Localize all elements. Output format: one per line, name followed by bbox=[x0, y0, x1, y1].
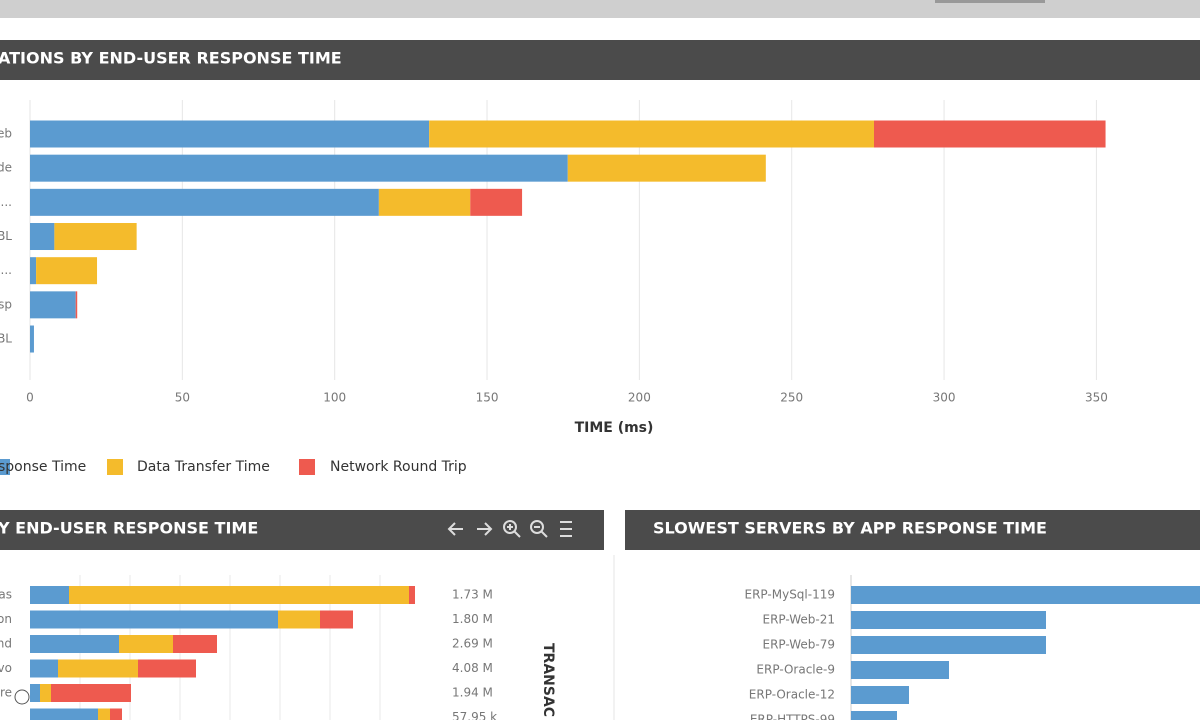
value-label: 57.95 k bbox=[452, 710, 497, 720]
value-label: 1.94 M bbox=[452, 686, 493, 700]
bar-segment bbox=[567, 154, 766, 182]
bar-segment bbox=[409, 586, 415, 604]
x-tick-label: 300 bbox=[933, 391, 956, 405]
bar-segment bbox=[119, 635, 173, 653]
legend-swatch bbox=[0, 459, 10, 475]
bar-segment bbox=[30, 610, 278, 629]
panel-header bbox=[0, 510, 604, 550]
bar-segment bbox=[110, 708, 122, 720]
legend-label: sponse Time bbox=[0, 459, 86, 475]
category-label: sp bbox=[0, 297, 12, 311]
bar-segment bbox=[320, 610, 353, 629]
info-icon[interactable] bbox=[14, 689, 30, 705]
zoom-in-icon[interactable] bbox=[503, 520, 521, 538]
panel-title: Y END-USER RESPONSE TIME bbox=[0, 519, 258, 538]
x-tick-label: 350 bbox=[1085, 391, 1108, 405]
category-label: as bbox=[0, 588, 12, 602]
bar-segment bbox=[58, 659, 138, 678]
bar-segment bbox=[30, 188, 379, 216]
bar-segment bbox=[138, 659, 196, 678]
legend-label: Data Transfer Time bbox=[137, 459, 270, 475]
bar bbox=[851, 636, 1046, 654]
bar bbox=[851, 711, 897, 720]
category-label: ... bbox=[1, 263, 12, 277]
value-label: 4.08 M bbox=[452, 661, 493, 675]
legend-swatch bbox=[299, 459, 315, 475]
top-bar bbox=[0, 0, 1200, 18]
category-label: ERP-HTTPS-99 bbox=[750, 713, 835, 720]
category-label: BL bbox=[0, 332, 12, 346]
bar-segment bbox=[470, 188, 523, 216]
category-label: BL bbox=[0, 229, 12, 243]
bar-segment bbox=[30, 120, 430, 148]
category-label: ERP-MySql-119 bbox=[745, 588, 835, 602]
x-tick-label: 200 bbox=[628, 391, 651, 405]
bar-segment bbox=[51, 684, 131, 702]
bar-segment bbox=[30, 708, 98, 720]
bar bbox=[851, 661, 949, 679]
category-label: ERP-Web-21 bbox=[763, 613, 836, 627]
bar-segment bbox=[873, 120, 1106, 148]
category-label: de bbox=[0, 161, 12, 175]
bar-segment bbox=[75, 291, 78, 319]
bar-segment bbox=[278, 610, 320, 629]
bar-segment bbox=[69, 586, 409, 604]
value-label: 1.73 M bbox=[452, 588, 493, 602]
category-label: ERP-Oracle-12 bbox=[749, 688, 835, 702]
bar-segment bbox=[36, 257, 98, 285]
zoom-out-icon[interactable] bbox=[530, 520, 548, 538]
x-tick-label: 150 bbox=[476, 391, 499, 405]
menu-icon[interactable] bbox=[560, 521, 572, 537]
toolbar bbox=[447, 520, 572, 538]
legend-swatch bbox=[107, 459, 123, 475]
panel-title: ATIONS BY END-USER RESPONSE TIME bbox=[0, 49, 342, 68]
bar-segment bbox=[30, 325, 34, 353]
category-label: nd bbox=[0, 637, 12, 651]
pan-right-icon[interactable] bbox=[477, 522, 493, 536]
x-tick-label: 100 bbox=[323, 391, 346, 405]
x-tick-label: 50 bbox=[175, 391, 190, 405]
bar-segment bbox=[378, 188, 471, 216]
category-label: eb bbox=[0, 127, 12, 141]
value-label: 2.69 M bbox=[452, 637, 493, 651]
bar-segment bbox=[40, 684, 51, 702]
category-label: re bbox=[0, 686, 12, 700]
category-label: vo bbox=[0, 661, 12, 675]
bar-segment bbox=[30, 684, 40, 702]
bar-segment bbox=[429, 120, 874, 148]
category-label: ERP-Web-79 bbox=[763, 638, 836, 652]
bar-segment bbox=[30, 257, 37, 285]
value-label: 1.80 M bbox=[452, 612, 493, 626]
bar-segment bbox=[54, 223, 137, 251]
x-tick-label: 250 bbox=[780, 391, 803, 405]
bar-segment bbox=[98, 708, 110, 720]
x-tick-label: 0 bbox=[26, 391, 34, 405]
bar-segment bbox=[30, 223, 55, 251]
panel-title: SLOWEST SERVERS BY APP RESPONSE TIME bbox=[653, 519, 1047, 538]
pan-left-icon[interactable] bbox=[447, 522, 463, 536]
category-label: on bbox=[0, 612, 12, 626]
legend-label: Network Round Trip bbox=[330, 459, 467, 475]
panel-header bbox=[0, 40, 1200, 80]
bar-segment bbox=[173, 635, 217, 653]
top-bar-control[interactable] bbox=[935, 0, 1045, 3]
panel-header bbox=[625, 510, 1200, 550]
bar bbox=[851, 686, 909, 704]
x-axis-label: TIME (ms) bbox=[575, 420, 654, 436]
bar bbox=[851, 611, 1046, 629]
bar-segment bbox=[30, 586, 69, 604]
category-label: ... bbox=[1, 195, 12, 209]
bar bbox=[851, 586, 1200, 604]
bar-segment bbox=[30, 659, 58, 678]
axis-label: TRANSAC bbox=[540, 643, 556, 717]
bar-segment bbox=[30, 635, 119, 653]
bar-segment bbox=[30, 154, 568, 182]
category-label: ERP-Oracle-9 bbox=[756, 663, 835, 677]
bar-segment bbox=[30, 291, 76, 319]
